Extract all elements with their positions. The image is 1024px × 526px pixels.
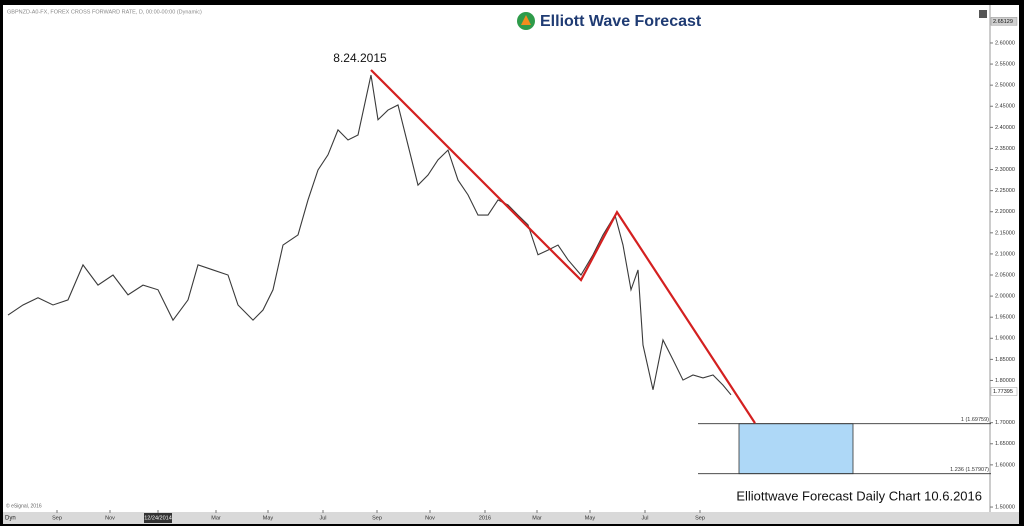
logo-icon-mark xyxy=(521,15,531,25)
trend-line xyxy=(370,69,756,424)
price-marker-label: 2.65129 xyxy=(993,19,1013,25)
x-tick-label: Sep xyxy=(695,515,705,521)
y-tick-label: 2.05000 xyxy=(995,272,1015,278)
price-line xyxy=(7,74,732,396)
copyright: © eSignal, 2016 xyxy=(6,502,42,509)
y-tick-label: 2.55000 xyxy=(995,62,1015,68)
x-tick-label: 2016 xyxy=(479,515,491,521)
x-tick-label: 12/24/2014 xyxy=(144,515,172,521)
footer: Elliottwave Forecast Daily Chart 10.6.20… xyxy=(736,488,982,503)
x-tick-label: May xyxy=(585,515,596,521)
y-tick-label: 1.90000 xyxy=(995,336,1015,342)
y-tick-label: 2.60000 xyxy=(995,40,1015,46)
x-tick-highlight xyxy=(144,513,172,523)
price-marker xyxy=(990,17,1018,26)
price-marker-label: 1.77395 xyxy=(993,389,1013,395)
x-axis-strip xyxy=(3,512,1019,524)
y-tick-label: 2.45000 xyxy=(995,104,1015,110)
y-tick-label: 2.50000 xyxy=(995,83,1015,89)
y-tick-label: 1.85000 xyxy=(995,357,1015,363)
price-marker xyxy=(990,387,1018,396)
x-tick-label: Jul xyxy=(641,515,648,521)
corner-label: Dyn xyxy=(5,516,16,522)
x-tick-label: Jul xyxy=(319,515,326,521)
x-tick-label: May xyxy=(263,515,274,521)
y-tick-label: 1.60000 xyxy=(995,462,1015,468)
logo-text: Elliott Wave Forecast xyxy=(540,13,702,30)
y-tick-label: 1.70000 xyxy=(995,420,1015,426)
logo: Elliott Wave Forecast xyxy=(517,12,702,30)
x-tick-label: Sep xyxy=(52,515,62,521)
y-tick-label: 2.30000 xyxy=(995,167,1015,173)
y-tick-label: 2.20000 xyxy=(995,209,1015,215)
y-tick-label: 2.00000 xyxy=(995,294,1015,300)
y-tick-label: 2.35000 xyxy=(995,146,1015,152)
annotation: 8.24.2015 xyxy=(333,51,387,65)
chart-header: GBPNZD-A0-FX, FOREX CROSS FORWARD RATE, … xyxy=(7,9,202,15)
fib-label: 1.236 (1.57907) xyxy=(950,467,989,473)
y-tick-label: 1.80000 xyxy=(995,378,1015,384)
y-tick-label: 2.15000 xyxy=(995,230,1015,236)
y-tick-label: 1.65000 xyxy=(995,441,1015,447)
y-tick-label: 1.95000 xyxy=(995,315,1015,321)
x-tick-label: Nov xyxy=(425,515,435,521)
y-tick-label: 2.25000 xyxy=(995,188,1015,194)
fib-label: 1 (1.69759) xyxy=(961,417,989,423)
x-tick-label: Mar xyxy=(211,515,221,521)
x-tick-label: Nov xyxy=(105,515,115,521)
x-tick-label: Mar xyxy=(532,515,542,521)
chart-area xyxy=(3,5,1019,512)
x-tick-label: Sep xyxy=(372,515,382,521)
target-box xyxy=(738,423,854,475)
y-tick-label: 2.10000 xyxy=(995,251,1015,257)
corner-icon xyxy=(979,10,987,18)
y-tick-label: 1.50000 xyxy=(995,504,1015,510)
y-tick-label: 2.40000 xyxy=(995,125,1015,131)
